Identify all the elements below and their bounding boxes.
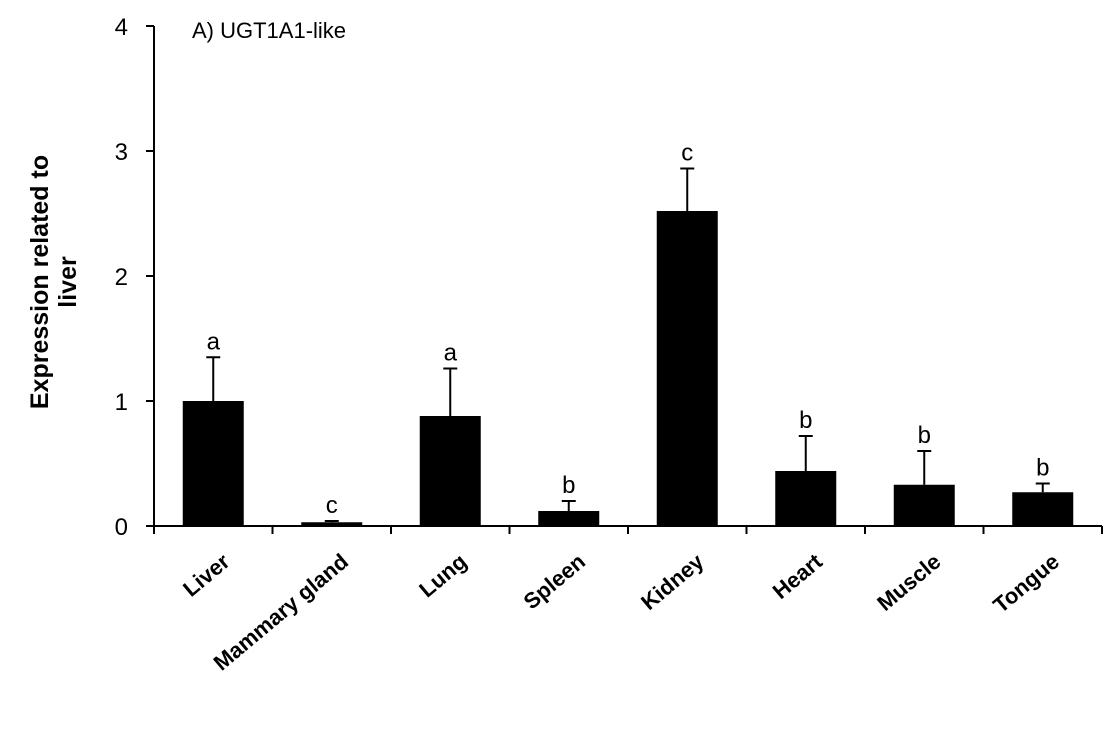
- bar-2: [419, 416, 481, 526]
- chart-title: A) UGT1A1-like: [192, 18, 346, 43]
- bar-1: [301, 522, 363, 526]
- bar-6: [893, 484, 955, 526]
- y-tick-label-1: 1: [115, 389, 128, 416]
- y-tick-label-4: 4: [115, 14, 128, 41]
- significance-label-4: c: [681, 140, 693, 167]
- category-label-6: Muscle: [872, 549, 945, 616]
- category-label-7: Tongue: [988, 549, 1064, 618]
- significance-label-5: b: [799, 407, 812, 434]
- bar-3: [538, 511, 600, 526]
- y-tick-label-3: 3: [115, 139, 128, 166]
- significance-label-6: b: [918, 422, 931, 449]
- bar-4: [656, 211, 718, 526]
- y-tick-label-0: 0: [115, 514, 128, 541]
- category-label-5: Heart: [768, 548, 828, 604]
- y-axis-label-line-1: Expression related to: [26, 155, 54, 409]
- category-label-3: Spleen: [519, 549, 590, 615]
- bar-0: [182, 401, 244, 526]
- significance-label-1: c: [326, 492, 338, 519]
- y-tick-label-2: 2: [115, 264, 128, 291]
- significance-label-2: a: [444, 340, 458, 367]
- category-label-2: Lung: [414, 549, 471, 603]
- significance-label-3: b: [562, 472, 575, 499]
- bar-7: [1012, 492, 1074, 526]
- category-label-4: Kidney: [636, 548, 709, 615]
- bar-5: [775, 471, 837, 526]
- significance-label-0: a: [207, 328, 221, 355]
- category-label-0: Liver: [178, 548, 235, 601]
- significance-label-7: b: [1036, 455, 1049, 482]
- y-axis-label-line-2: liver: [54, 256, 82, 308]
